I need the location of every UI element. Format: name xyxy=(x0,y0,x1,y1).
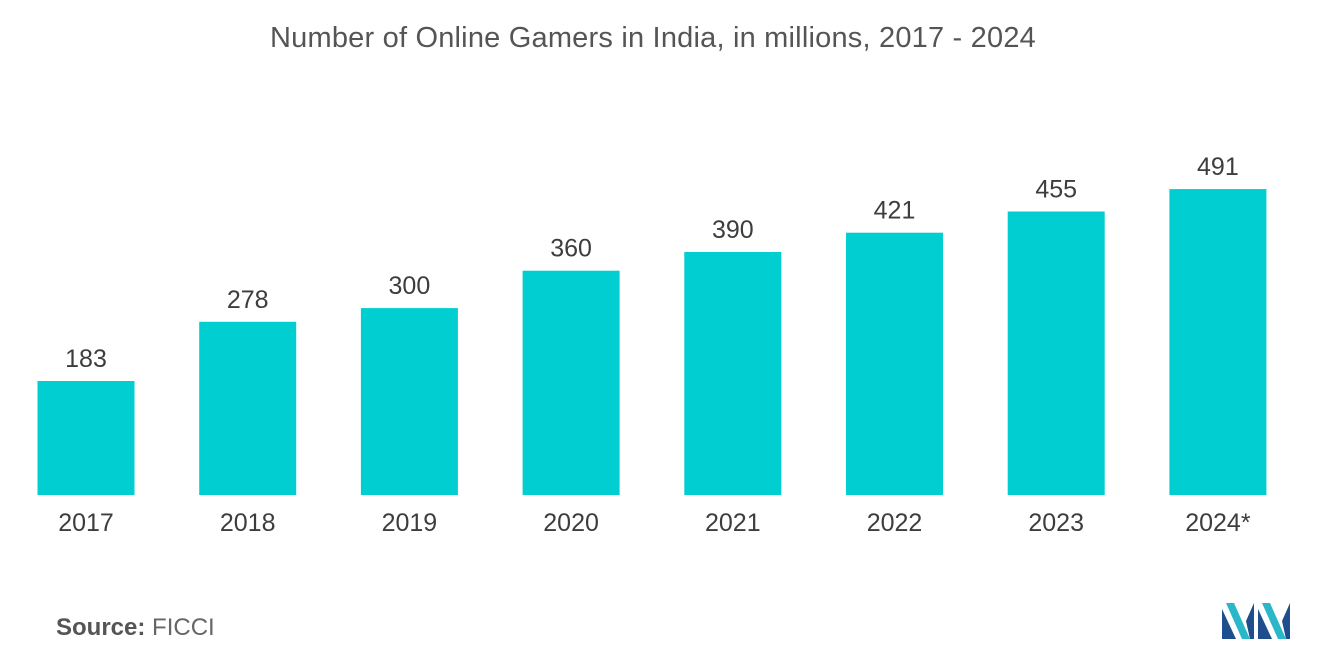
x-tick-label-2019: 2019 xyxy=(382,509,438,537)
bar-2022 xyxy=(846,232,943,495)
value-label-2021: 390 xyxy=(712,216,754,244)
value-label-2020: 360 xyxy=(550,235,592,263)
x-tick-label-2018: 2018 xyxy=(220,509,276,537)
source-note: Source: FICCI xyxy=(56,614,215,642)
bar-2024 xyxy=(1169,189,1267,495)
source-label: Source: xyxy=(56,614,146,641)
x-tick-label-2017: 2017 xyxy=(58,509,114,537)
source-value: FICCI xyxy=(152,614,215,641)
bars-layer xyxy=(37,189,1267,495)
x-tick-label-2021: 2021 xyxy=(705,509,761,537)
bar-2021 xyxy=(684,252,782,495)
value-label-2023: 455 xyxy=(1035,176,1077,204)
value-label-2022: 421 xyxy=(874,197,916,225)
bar-2020 xyxy=(522,270,620,495)
value-label-2024: 491 xyxy=(1197,153,1239,181)
x-tick-label-2023: 2023 xyxy=(1028,509,1084,537)
value-label-2018: 278 xyxy=(227,286,269,314)
x-tick-label-2022: 2022 xyxy=(867,509,923,537)
bar-2018 xyxy=(199,321,297,495)
x-tick-label-2024: 2024* xyxy=(1185,509,1251,537)
bar-2023 xyxy=(1007,211,1105,495)
x-tick-label-2020: 2020 xyxy=(543,509,599,537)
chart-title: Number of Online Gamers in India, in mil… xyxy=(270,22,1036,54)
mordor-intelligence-logo-icon xyxy=(1222,603,1290,639)
value-labels-layer: 183 278 300 360 390 421 455 491 xyxy=(65,153,1239,373)
bar-2019 xyxy=(360,308,458,495)
value-label-2019: 300 xyxy=(389,272,431,300)
bar-2017 xyxy=(37,381,135,495)
x-axis-tick-labels: 2017 2018 2019 2020 2021 2022 2023 2024* xyxy=(58,509,1251,537)
value-label-2017: 183 xyxy=(65,345,107,373)
